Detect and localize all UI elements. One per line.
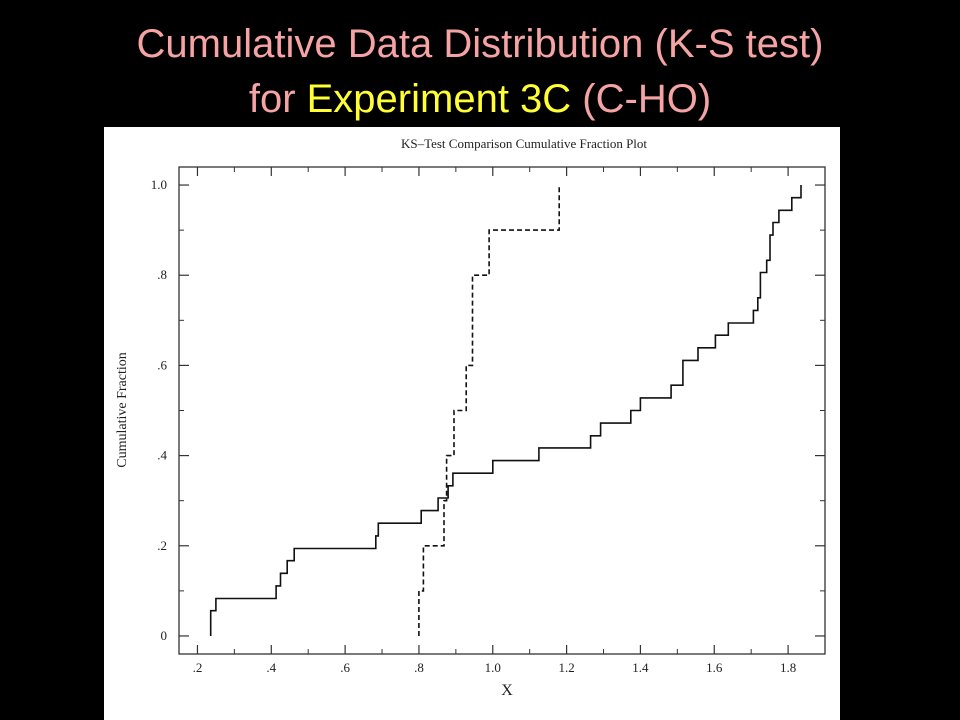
y-tick-label: 1.0 bbox=[151, 177, 167, 192]
plot-frame bbox=[178, 166, 826, 655]
ks-cumulative-chart: KS–Test Comparison Cumulative Fraction P… bbox=[115, 136, 826, 699]
x-tick-label: 1.8 bbox=[780, 660, 796, 675]
y-axis-label: Cumulative Fraction bbox=[115, 352, 130, 467]
title-highlight: Experiment 3C bbox=[306, 77, 572, 121]
y-tick-label: .2 bbox=[157, 538, 167, 553]
x-tick-label: 1.6 bbox=[706, 660, 723, 675]
x-tick-label: .8 bbox=[414, 660, 424, 675]
chart-panel: KS–Test Comparison Cumulative Fraction P… bbox=[104, 127, 840, 720]
y-tick-label: .4 bbox=[157, 448, 167, 463]
title-prefix: for bbox=[248, 77, 307, 121]
y-tick-label: .8 bbox=[157, 267, 167, 282]
series-line-2-dashed bbox=[418, 185, 560, 636]
title-suffix: (C-HO) bbox=[571, 77, 712, 121]
slide-title-line-1: Cumulative Data Distribution (K-S test) bbox=[136, 22, 824, 66]
x-tick-label: 1.2 bbox=[558, 660, 574, 675]
series-line-1-solid bbox=[209, 185, 802, 636]
axis-ticks: .2 .4 .6 .8 1.0 1.2 1.4 1.6 1.8 0 .2 .4 .6 .8 1.0 bbox=[151, 167, 825, 675]
y-tick-label: .6 bbox=[157, 357, 167, 372]
x-tick-label: .6 bbox=[340, 660, 350, 675]
slide-title-line-2: for Experiment 3C (C-HO) bbox=[0, 75, 960, 123]
x-tick-label: .4 bbox=[266, 660, 276, 675]
series-group bbox=[209, 185, 802, 636]
x-tick-label: 1.0 bbox=[485, 660, 501, 675]
x-tick-label: .2 bbox=[193, 660, 203, 675]
x-axis-label: X bbox=[501, 682, 513, 699]
x-tick-label: 1.4 bbox=[632, 660, 649, 675]
y-tick-label: 0 bbox=[161, 628, 168, 643]
chart-title: KS–Test Comparison Cumulative Fraction P… bbox=[401, 136, 647, 151]
